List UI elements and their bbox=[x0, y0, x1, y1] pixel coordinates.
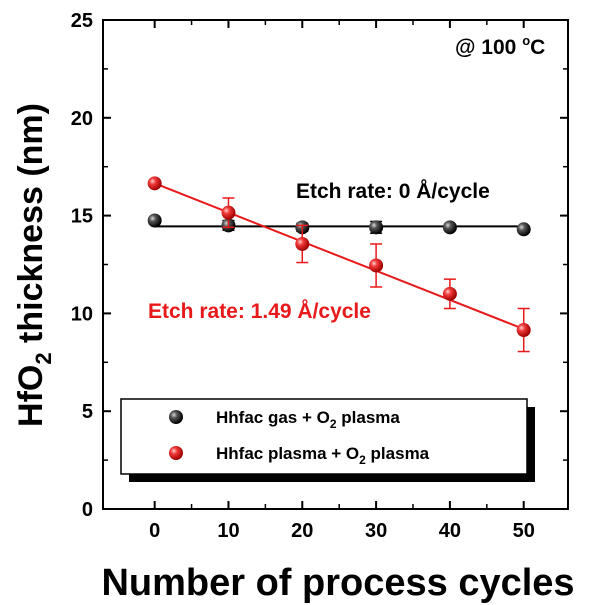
axes: 0 5 10 15 20 25 0 10 20 30 40 50 bbox=[71, 10, 568, 542]
data-point-black bbox=[442, 220, 457, 235]
data-points bbox=[147, 176, 531, 353]
legend-marker-black bbox=[169, 410, 183, 424]
data-point-red bbox=[369, 258, 384, 273]
data-point-red bbox=[442, 286, 457, 301]
data-point-black bbox=[516, 222, 531, 237]
y-tick-label: 10 bbox=[71, 303, 93, 325]
x-tick-label: 40 bbox=[439, 520, 461, 542]
x-axis-title: Number of process cycles bbox=[101, 562, 574, 604]
data-point-black bbox=[147, 213, 162, 228]
condition-label: @ 100 oC bbox=[455, 33, 545, 59]
y-tick-label: 20 bbox=[71, 108, 93, 130]
data-point-red bbox=[221, 205, 236, 220]
legend-label-red: Hhfac plasma + O2 plasma bbox=[216, 444, 430, 467]
fit-line-red bbox=[154, 182, 525, 330]
legend-marker-red bbox=[169, 446, 183, 460]
x-tick-label: 50 bbox=[513, 520, 535, 542]
legend: Hhfac gas + O2 plasma Hhfac plasma + O2 … bbox=[120, 398, 535, 482]
data-point-black bbox=[369, 220, 384, 235]
y-tick-label: 0 bbox=[82, 499, 93, 521]
etch-rate-annotation-red: Etch rate: 1.49 Å/cycle bbox=[148, 299, 371, 323]
etch-rate-annotation-black: Etch rate: 0 Å/cycle bbox=[296, 179, 490, 203]
y-tick-label: 25 bbox=[71, 10, 93, 32]
x-tick-label: 20 bbox=[291, 520, 313, 542]
data-point-red bbox=[516, 323, 531, 338]
x-tick-label: 30 bbox=[365, 520, 387, 542]
legend-box bbox=[120, 398, 528, 475]
x-tick-label: 0 bbox=[149, 520, 160, 542]
y-tick-label: 5 bbox=[82, 401, 93, 423]
x-tick-label: 10 bbox=[217, 520, 239, 542]
fit-lines bbox=[154, 182, 525, 330]
y-axis-title: HfO2 thickness (nm) bbox=[12, 103, 56, 427]
y-tick-label: 15 bbox=[71, 206, 93, 228]
legend-label-black: Hhfac gas + O2 plasma bbox=[216, 408, 400, 431]
data-point-red bbox=[295, 236, 310, 251]
data-point-red bbox=[147, 176, 162, 191]
